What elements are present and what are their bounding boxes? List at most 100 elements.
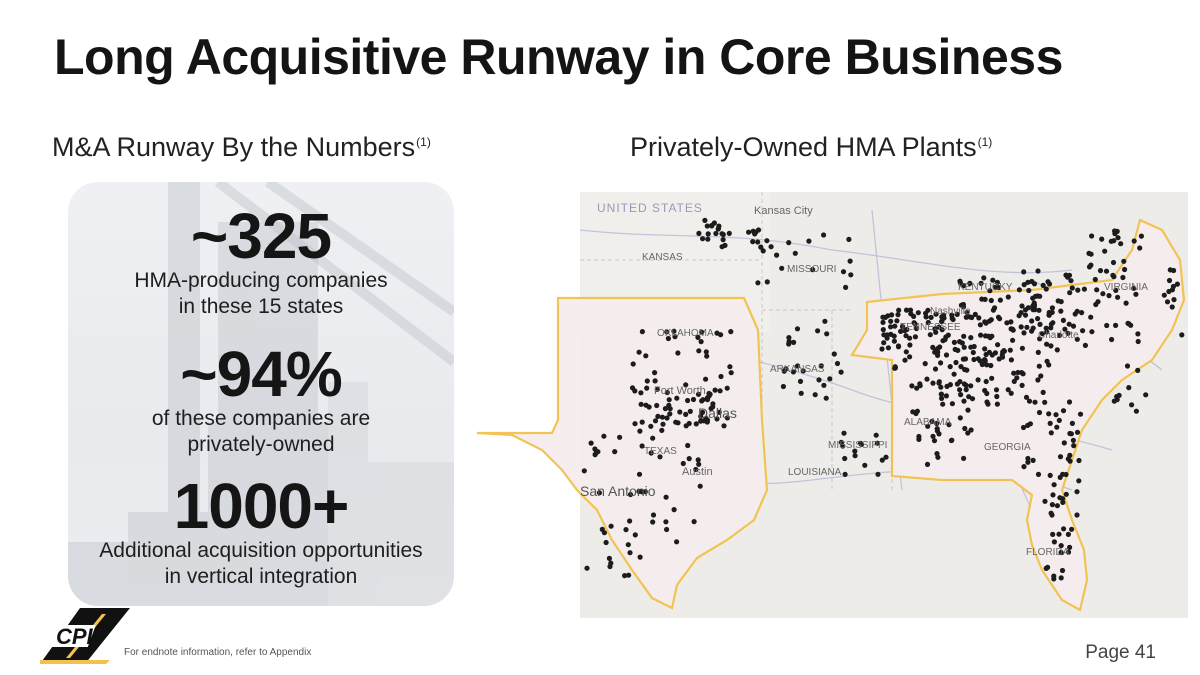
plant-dot bbox=[699, 329, 705, 335]
stat-companies-desc-2: in these 15 states bbox=[178, 295, 344, 319]
plant-dot bbox=[957, 387, 963, 393]
plant-dot bbox=[636, 471, 643, 477]
plant-dot bbox=[646, 404, 652, 410]
plant-dot bbox=[1106, 293, 1112, 299]
plant-dot bbox=[993, 387, 1000, 393]
plant-dot bbox=[943, 352, 950, 358]
plant-dot bbox=[632, 421, 638, 427]
plant-dot bbox=[1035, 471, 1042, 477]
plant-dot bbox=[626, 572, 632, 578]
plant-dot bbox=[1103, 268, 1110, 274]
plant-dot bbox=[1058, 299, 1064, 305]
plant-dot bbox=[1095, 299, 1101, 305]
plant-dot bbox=[885, 345, 891, 351]
plant-dot bbox=[664, 329, 670, 335]
plant-dot bbox=[652, 378, 658, 384]
plant-dot bbox=[664, 389, 670, 396]
plant-dot bbox=[834, 360, 841, 367]
plant-dot bbox=[709, 223, 715, 229]
plant-dot bbox=[650, 519, 656, 525]
plant-dot bbox=[779, 265, 785, 271]
plant-dot bbox=[1054, 347, 1060, 353]
plant-dot bbox=[644, 385, 650, 391]
plant-dot bbox=[1066, 272, 1073, 278]
plant-dot bbox=[639, 443, 645, 449]
plant-dot bbox=[994, 401, 1001, 407]
plant-dot bbox=[1109, 336, 1115, 343]
plant-dot bbox=[978, 332, 984, 338]
plant-dot bbox=[984, 362, 990, 368]
plant-dot bbox=[928, 314, 934, 320]
plant-dot bbox=[951, 339, 957, 345]
plant-dot bbox=[1004, 320, 1010, 326]
plant-dot bbox=[879, 346, 885, 352]
plant-dot bbox=[699, 409, 706, 415]
plant-dot bbox=[1102, 248, 1108, 254]
plant-dot bbox=[1062, 326, 1068, 332]
plant-dot bbox=[917, 381, 923, 387]
plant-dot bbox=[1018, 310, 1024, 316]
plant-dot bbox=[938, 391, 944, 397]
plant-dot bbox=[627, 491, 634, 498]
plant-dot bbox=[677, 409, 683, 415]
plant-dot bbox=[903, 307, 910, 313]
map-labels: UNITED STATES Kansas City KANSAS MISSOUR… bbox=[580, 201, 1148, 558]
stats-card: ~325 HMA-producing companies in these 15… bbox=[68, 182, 454, 606]
plant-dot bbox=[943, 393, 949, 399]
label-charlotte: Charlotte bbox=[1038, 330, 1079, 341]
plant-dot bbox=[1040, 389, 1046, 395]
plant-dot bbox=[1025, 455, 1031, 462]
plant-dot bbox=[755, 280, 761, 286]
plant-dot bbox=[1048, 343, 1054, 349]
plant-dot bbox=[623, 527, 629, 533]
plant-dot bbox=[714, 330, 720, 336]
texas-oklahoma-outline bbox=[476, 296, 769, 610]
plant-dot bbox=[903, 349, 909, 355]
plant-dot bbox=[988, 297, 994, 304]
plant-dot bbox=[1169, 287, 1175, 293]
stat-private-desc-2: privately-owned bbox=[187, 433, 335, 457]
plant-dot bbox=[1114, 397, 1120, 403]
plant-dot bbox=[713, 230, 719, 237]
plant-dot bbox=[914, 385, 920, 391]
plant-dot bbox=[961, 344, 967, 350]
plant-dot bbox=[650, 435, 656, 441]
plant-dot bbox=[952, 346, 958, 352]
plant-dot bbox=[700, 236, 706, 242]
plant-dot bbox=[632, 532, 638, 538]
label-nashville: Nashville bbox=[930, 306, 971, 317]
plant-dot bbox=[665, 335, 671, 342]
plant-dot bbox=[1019, 303, 1025, 309]
plant-dot bbox=[968, 383, 974, 389]
plant-dot bbox=[627, 518, 633, 524]
label-kansas: KANSAS bbox=[642, 252, 683, 263]
plant-dot bbox=[1133, 408, 1139, 414]
plant-dot bbox=[1118, 241, 1124, 247]
plant-dot bbox=[1044, 329, 1050, 335]
plant-dot bbox=[652, 370, 658, 376]
plant-dot bbox=[674, 539, 680, 545]
plant-dot bbox=[916, 436, 922, 442]
plant-dot bbox=[1124, 363, 1131, 369]
plant-dot bbox=[1035, 377, 1041, 383]
plant-dot bbox=[913, 410, 919, 417]
plant-dot bbox=[750, 228, 756, 234]
plant-dot bbox=[879, 457, 885, 463]
plant-dot bbox=[951, 371, 957, 377]
plant-dot bbox=[892, 323, 898, 329]
plant-dot bbox=[603, 539, 609, 546]
left-section-heading: M&A Runway By the Numbers(1) bbox=[52, 132, 431, 163]
plant-dot bbox=[1113, 322, 1119, 328]
plant-dot bbox=[1123, 300, 1129, 306]
plant-dot bbox=[617, 434, 623, 440]
plant-dot bbox=[938, 360, 944, 366]
plant-dot bbox=[687, 408, 693, 414]
plant-dot bbox=[945, 332, 951, 338]
plant-dot bbox=[929, 418, 935, 425]
plant-dot bbox=[1179, 332, 1185, 338]
plant-dot bbox=[1086, 264, 1093, 270]
plant-dot bbox=[608, 523, 614, 529]
plant-dot bbox=[857, 440, 864, 446]
plant-dot bbox=[931, 438, 938, 444]
plant-dot bbox=[1051, 539, 1057, 545]
